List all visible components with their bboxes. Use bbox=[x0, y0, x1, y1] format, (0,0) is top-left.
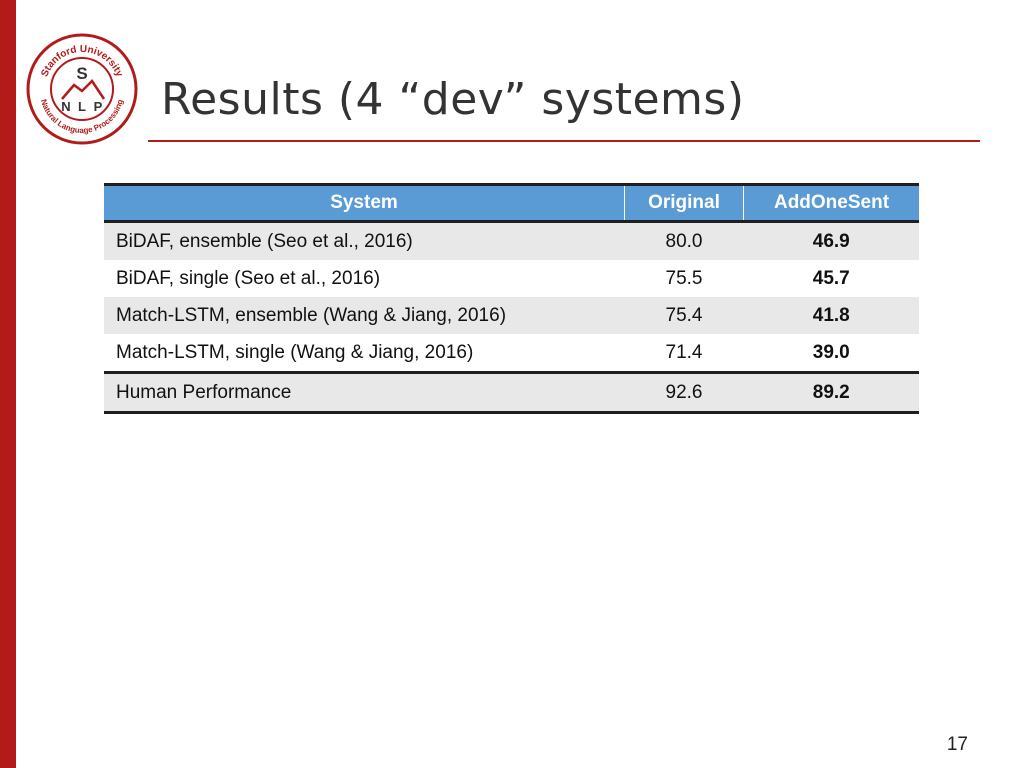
original-cell: 80.0 bbox=[624, 221, 744, 260]
addonesent-cell: 46.9 bbox=[743, 221, 919, 260]
logo-letter-p: P bbox=[94, 99, 103, 114]
system-cell: BiDAF, single (Seo et al., 2016) bbox=[116, 267, 381, 289]
system-cell: Match-LSTM, single (Wang & Jiang, 2016) bbox=[116, 341, 474, 363]
original-cell: 92.6 bbox=[624, 371, 744, 414]
slide-title: Results (4 “dev” systems) bbox=[161, 74, 745, 125]
addonesent-cell: 41.8 bbox=[743, 297, 919, 334]
results-table: System Original AddOneSent BiDAF, ensemb… bbox=[104, 183, 919, 414]
system-cell: Human Performance bbox=[104, 371, 625, 414]
system-cell: Match-LSTM, ensemble (Wang & Jiang, 2016… bbox=[104, 297, 625, 334]
stanford-nlp-logo: Stanford University Natural Language Pro… bbox=[26, 33, 138, 145]
header-original: Original bbox=[624, 183, 744, 223]
addonesent-cell: 39.0 bbox=[812, 341, 850, 363]
table-row: Match-LSTM, ensemble (Wang & Jiang, 2016… bbox=[104, 297, 919, 334]
system-cell: BiDAF, ensemble (Seo et al., 2016) bbox=[104, 221, 625, 260]
table-header-row: System Original AddOneSent bbox=[104, 183, 919, 223]
title-underline bbox=[148, 140, 980, 142]
logo-letter-l: L bbox=[78, 99, 86, 114]
logo-mountain-icon bbox=[61, 79, 106, 100]
page-number: 17 bbox=[946, 734, 968, 755]
original-cell: 71.4 bbox=[665, 341, 703, 363]
addonesent-cell: 89.2 bbox=[743, 371, 919, 414]
original-cell: 75.4 bbox=[624, 297, 744, 334]
addonesent-cell: 45.7 bbox=[812, 267, 850, 289]
left-accent-bar bbox=[0, 0, 16, 768]
original-cell: 75.5 bbox=[665, 267, 703, 289]
logo-letter-n: N bbox=[61, 99, 70, 114]
header-system: System bbox=[104, 183, 625, 223]
human-performance-row: Human Performance 92.6 89.2 bbox=[104, 371, 919, 414]
table-row: BiDAF, ensemble (Seo et al., 2016) 80.0 … bbox=[104, 221, 919, 260]
table-row: BiDAF, single (Seo et al., 2016) 75.5 45… bbox=[104, 260, 919, 297]
logo-letter-s: S bbox=[76, 64, 87, 83]
table-row: Match-LSTM, single (Wang & Jiang, 2016) … bbox=[104, 334, 919, 373]
header-addonesent: AddOneSent bbox=[743, 183, 919, 223]
